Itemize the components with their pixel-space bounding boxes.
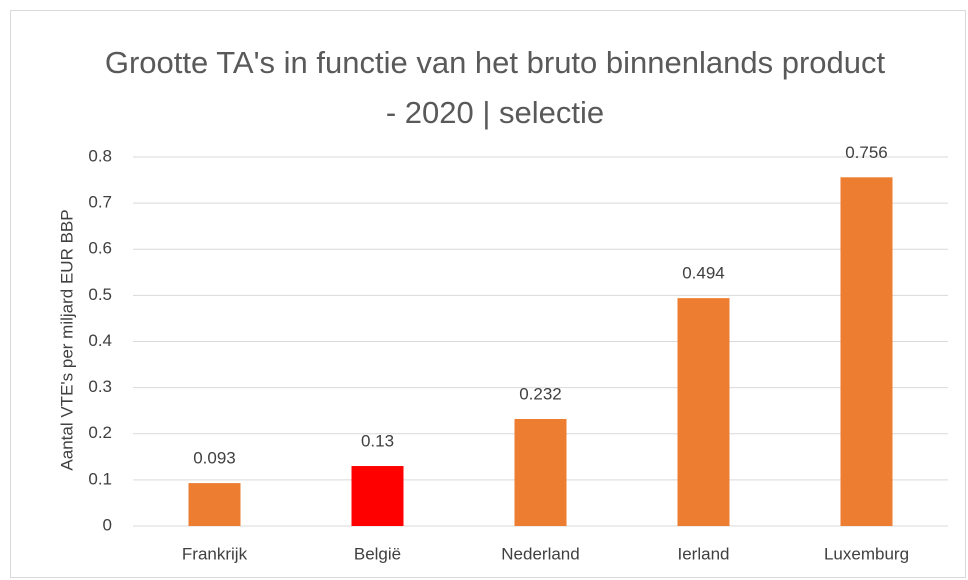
x-tick-label: Ierland bbox=[678, 544, 730, 563]
y-tick-label: 0.5 bbox=[88, 285, 112, 304]
x-tick-label: België bbox=[354, 544, 401, 563]
y-tick-label: 0.1 bbox=[88, 469, 112, 488]
y-tick-label: 0.7 bbox=[88, 193, 112, 212]
bar bbox=[188, 483, 241, 526]
y-tick-label: 0.3 bbox=[88, 377, 112, 396]
y-axis-label: Aantal VTE's per miljard EUR BBP bbox=[57, 209, 76, 470]
bar bbox=[840, 177, 893, 527]
x-tick-label: Nederland bbox=[501, 544, 579, 563]
bar bbox=[677, 298, 730, 526]
y-tick-label: 0.4 bbox=[88, 331, 112, 350]
x-tick-label: Luxemburg bbox=[824, 544, 909, 563]
y-tick-label: 0.8 bbox=[88, 146, 112, 165]
data-label: 0.756 bbox=[845, 143, 888, 162]
bar bbox=[514, 418, 567, 526]
chart-title: Grootte TA's in functie van het bruto bi… bbox=[104, 45, 886, 130]
chart-frame bbox=[10, 10, 966, 578]
data-label: 0.494 bbox=[682, 264, 725, 283]
bar bbox=[351, 466, 404, 526]
y-tick-label: 0 bbox=[103, 515, 112, 534]
data-label: 0.093 bbox=[193, 449, 236, 468]
y-tick-label: 0.6 bbox=[88, 239, 112, 258]
data-label: 0.232 bbox=[519, 384, 562, 403]
data-label: 0.13 bbox=[361, 432, 394, 451]
y-tick-label: 0.2 bbox=[88, 423, 112, 442]
x-tick-label: Frankrijk bbox=[182, 544, 248, 563]
